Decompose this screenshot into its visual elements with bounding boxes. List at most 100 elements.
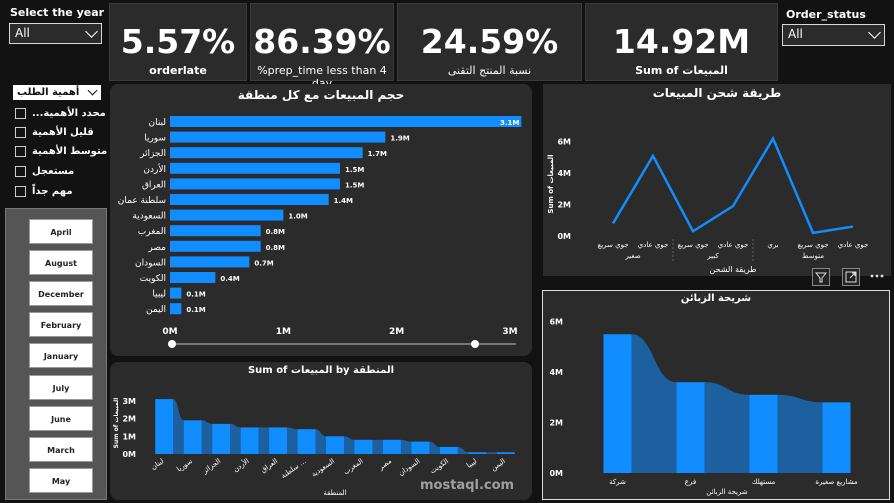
month-button[interactable]: April [29,219,93,244]
year-slicer-title: Select the year [10,6,105,19]
region-ribbon-chart: Sum of المبيعات by المنطقة 0M 1M 2M 3M لبنان… [110,362,532,500]
checkbox[interactable] [15,107,26,119]
ribbon-connector [315,429,326,454]
priority-dropdown[interactable]: أهمية الطلب [13,85,101,100]
region-bar-svg: لبنان 3.1M سوريا 1.9M الجزائر 1.7M الأردن 1.5M ا… [118,116,522,348]
x-tick-label: سوريا [175,457,194,473]
column [468,452,487,454]
filter-icon[interactable] [812,268,830,286]
x-tick-label: سلطنة ... [280,457,308,480]
priority-option-label: مهم جداً [32,186,73,197]
ribbon-connector [400,439,412,454]
priority-option[interactable]: مستعجل [15,165,74,179]
checkbox[interactable] [15,145,26,157]
month-button[interactable]: February [29,312,93,337]
checkbox[interactable] [15,165,26,177]
ribbon-connector [230,423,241,454]
kpi-card-total-sales: 14.92M Sum of المبيعات [585,3,778,81]
x-axis-title: شريحة الزبائن [706,488,748,496]
month-button[interactable]: May [29,468,93,493]
x-tick-label: بري [767,241,778,249]
year-dropdown-value: All [15,26,30,40]
order-status-dropdown-value: All [788,27,803,41]
category-label: السودان [135,258,166,268]
chart-title: شريحة الزبائن [680,293,752,304]
x-tick-label: ليبيا [465,457,478,470]
checkbox[interactable] [15,126,26,138]
month-button[interactable]: January [29,343,93,368]
y-tick-label: 4M [549,368,563,377]
y-tick-label: 0M [557,232,571,241]
x-tick-label: اليمن [490,457,507,473]
priority-option[interactable]: ...محدد الأهمية [15,107,106,121]
month-button[interactable]: August [29,250,93,275]
priority-option-label: قليل الأهمية [32,127,94,138]
group-label: متوسط [802,252,824,260]
column [212,423,231,454]
y-tick-label: 6M [557,138,571,147]
column [749,394,778,473]
region-ribbon-svg: 0M 1M 2M 3M لبنان سوريا الجزائر الأردن العراق سلط… [113,397,515,497]
bar [170,147,363,159]
order-status-dropdown[interactable]: All [782,24,885,46]
x-tick-label: جوي سريع [677,241,708,249]
kpi-value: 24.59% [420,22,559,61]
category-label: اليمن [146,305,166,315]
y-tick-label: 2M [557,201,571,210]
x-tick-label: العراق [259,457,279,474]
scroll-handle [168,340,176,348]
x-tick-label: لبنان [150,457,166,471]
chart-title: طريقة شحن المبيعات [652,86,782,100]
kpi-card-orderlate: 5.57% orderlate [109,3,247,81]
data-label: 0.1M [186,291,205,299]
group-label: صغير [624,252,640,260]
month-button[interactable]: March [29,437,93,462]
bar [170,272,216,283]
segment-ribbon-chart: شريحة الزبائن 0M 2M 4M 6M شركة فرع مستهلك مشاري… [542,290,890,500]
bar [170,240,261,252]
y-tick-label: 2M [549,419,563,428]
x-tick-label: مستهلك [752,478,776,486]
priority-option[interactable]: متوسط الأهمية [15,145,107,159]
ribbon-connector [258,427,270,454]
priority-option[interactable]: مهم جداً [15,185,73,199]
year-dropdown[interactable]: All [9,23,102,44]
x-tick-label: 2M [389,327,404,337]
category-label: مصر [147,243,166,253]
ribbon-connector [457,446,469,454]
kpi-label: نسبة المنتج التقنى [447,64,532,77]
bar [170,256,250,268]
column [382,439,401,454]
column [155,399,174,454]
more-options-icon[interactable] [868,268,886,286]
month-button[interactable]: July [29,375,93,400]
chart-title: حجم المبيعات مع كل منطقة [237,88,405,102]
x-tick-label: مشاريع صغيرة [815,478,858,486]
data-label: 0.1M [186,306,205,314]
focus-mode-icon[interactable] [842,268,860,286]
month-button[interactable]: December [29,281,93,306]
scroll-handle [471,340,479,348]
checkbox[interactable] [15,185,26,197]
ribbon-connector [201,420,213,454]
x-tick-label: السعودية [310,457,336,479]
bar [170,178,340,190]
priority-option-label: مستعجل [32,166,75,177]
column [326,436,344,454]
region-bar-chart: حجم المبيعات مع كل منطقة لبنان 3.1M سوريا 1… [110,84,532,356]
priority-option-label: متوسط الأهمية [32,146,108,157]
category-label: العراق [142,180,166,190]
data-label: 0.8M [266,228,285,236]
priority-option[interactable]: قليل الأهمية [15,126,94,140]
month-slicer-panel: April August December February January J… [5,208,107,500]
chart-title: Sum of المبيعات by المنطقة [247,365,395,376]
category-label: لبنان [148,118,166,128]
ribbon-connector [173,399,184,454]
x-tick-label: جوي سريع [597,241,628,249]
month-button[interactable]: June [29,406,93,431]
x-tick-label: فرع [685,478,696,486]
bar [170,287,182,299]
x-tick-label: الجزائر [200,457,222,476]
kpi-label: Sum of المبيعات [635,64,728,77]
